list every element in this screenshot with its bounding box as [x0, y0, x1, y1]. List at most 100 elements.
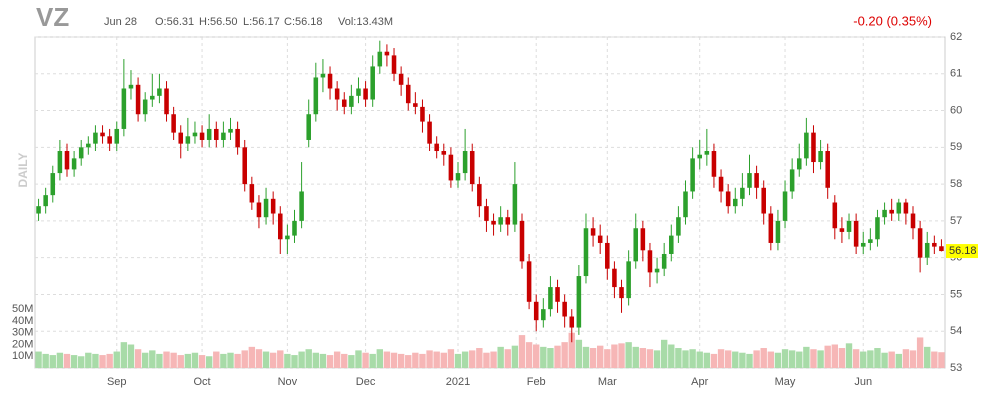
last-price-box: [946, 244, 978, 259]
volume-bar: [817, 350, 824, 368]
volume-bar: [909, 350, 917, 368]
candle-body: [356, 88, 361, 96]
volume-bar: [582, 346, 590, 368]
candle-body: [405, 84, 411, 104]
volume-bar: [860, 351, 867, 368]
candle-body: [498, 217, 503, 225]
volume-bar: [461, 351, 469, 368]
candle-body: [683, 191, 688, 218]
volume-bar: [469, 350, 476, 368]
volume-bar: [426, 350, 433, 368]
x-tick-label: 2021: [446, 376, 470, 388]
candle-body: [853, 220, 859, 247]
volume-bar: [355, 350, 362, 368]
timeframe: DAILY: [16, 153, 30, 188]
volume-bar: [127, 344, 135, 368]
volume-bar: [561, 342, 568, 368]
candle-body: [121, 88, 127, 129]
volume-bar: [803, 346, 810, 368]
volume-bar: [291, 355, 298, 368]
candle-body: [491, 220, 496, 225]
candle-body: [150, 95, 155, 100]
volume-bar: [554, 345, 561, 368]
candle-body: [761, 187, 766, 214]
volume-bar: [42, 353, 49, 368]
candle-body: [654, 268, 660, 273]
volume-bar: [724, 350, 732, 368]
candle-body: [690, 158, 695, 192]
candle-body: [860, 242, 866, 247]
volume-bar: [362, 352, 369, 368]
y-tick-label: 53: [950, 362, 962, 374]
candle-body: [732, 198, 738, 207]
candle-body: [832, 202, 838, 229]
candle-body: [235, 128, 240, 148]
volume-bar: [241, 350, 248, 368]
candle-body: [86, 143, 91, 148]
low: L:56.17: [243, 16, 280, 28]
volume-bar: [746, 353, 753, 368]
volume-bar: [405, 355, 412, 368]
volume-bar: [156, 353, 163, 368]
volume-bar: [412, 352, 419, 368]
volume-bar: [497, 346, 504, 368]
candle-body: [477, 184, 482, 207]
volume-bar: [824, 345, 831, 368]
candle-body: [932, 242, 937, 247]
volume-bar: [788, 350, 796, 368]
x-tick-label: Feb: [527, 376, 546, 388]
volume-bar: [867, 350, 874, 368]
candle-body: [462, 151, 468, 174]
candle-body: [377, 51, 383, 67]
volume-bar: [369, 353, 376, 368]
volume-bar: [341, 353, 348, 368]
candle-body: [718, 176, 724, 192]
x-tick-label: Dec: [356, 376, 376, 388]
volume-bar: [440, 352, 447, 368]
volume-bar: [888, 351, 895, 368]
y-tick-label: 55: [950, 288, 962, 300]
volume-bar: [319, 353, 327, 368]
candle-body: [299, 191, 304, 221]
y-tick-label: 60: [950, 104, 962, 116]
volume-bar: [710, 353, 718, 368]
close: C:56.18: [284, 16, 323, 28]
volume-bar: [248, 346, 256, 368]
plot-frame: [34, 36, 946, 369]
candle-body: [519, 220, 525, 262]
volume-bar: [447, 349, 455, 368]
volume-bar: [120, 342, 128, 368]
volume-bar: [92, 353, 99, 368]
volume-tick-label: 10M: [12, 350, 33, 362]
volume-bar: [689, 349, 696, 368]
change: -0.20 (0.35%): [853, 13, 932, 28]
candle-body: [398, 73, 404, 85]
candle-body: [128, 84, 134, 89]
volume-bar: [419, 353, 426, 368]
volume-bar: [831, 344, 839, 368]
candle-body: [349, 95, 354, 107]
candle-body: [796, 158, 802, 170]
volume-bar: [99, 355, 106, 368]
candle-body: [313, 77, 319, 115]
volume-bar: [533, 344, 540, 368]
candle-body: [135, 84, 141, 115]
volume-bar: [682, 350, 689, 368]
candle-body: [711, 151, 717, 177]
volume-bar: [262, 351, 270, 368]
candle-body: [889, 209, 894, 214]
volume-bar: [916, 337, 924, 368]
volume-bar: [476, 348, 483, 368]
volume-bar: [234, 353, 241, 368]
candle-body: [292, 220, 297, 236]
volume-bar: [618, 343, 625, 368]
volume-bar: [796, 351, 803, 368]
volume-bar: [170, 352, 177, 368]
volume-bar: [810, 349, 817, 368]
candle-body: [199, 132, 205, 140]
volume-bar: [838, 348, 846, 368]
candle-body: [661, 253, 667, 269]
last-price-label: 56.18: [949, 245, 977, 257]
candle-body: [221, 132, 226, 140]
